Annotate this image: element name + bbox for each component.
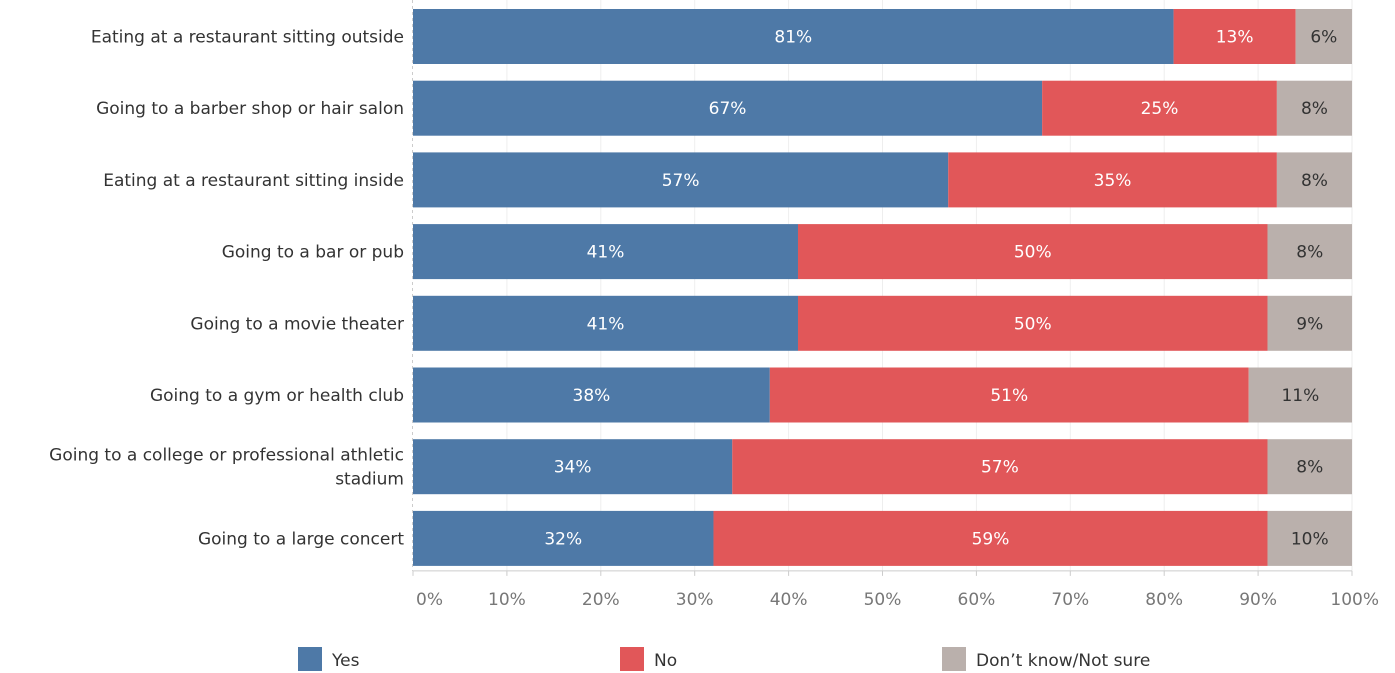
data-label: 34% — [554, 458, 592, 478]
bar-segment — [1267, 224, 1352, 280]
bar-segment — [797, 295, 1268, 351]
category-label: Going to a gym or health club — [150, 386, 404, 406]
data-label: 25% — [1141, 99, 1179, 119]
data-label: 57% — [662, 171, 700, 191]
legend-label: Don’t know/Not sure — [976, 651, 1150, 671]
category-label: stadium — [335, 470, 404, 490]
data-label: 8% — [1301, 171, 1328, 191]
bar-segment — [1173, 9, 1296, 64]
bar-segment — [1267, 510, 1352, 566]
bar-segment — [1267, 295, 1352, 351]
bar-segment — [413, 295, 798, 351]
x-tick-label: 40% — [770, 590, 808, 610]
data-label: 32% — [544, 529, 582, 549]
bar-segment — [1276, 152, 1352, 208]
legend-swatch — [298, 647, 322, 671]
data-label: 41% — [587, 314, 625, 334]
data-label: 38% — [573, 386, 611, 406]
bar-segment — [713, 510, 1268, 566]
bar-segment — [769, 367, 1249, 423]
bar-segment — [948, 152, 1277, 208]
category-label: Going to a bar or pub — [222, 243, 404, 263]
category-labels: Eating at a restaurant sitting outside Go… — [49, 28, 404, 550]
data-label: 13% — [1216, 28, 1254, 48]
x-tick-label: 60% — [958, 590, 996, 610]
bar-segment — [1276, 80, 1352, 136]
legend-swatch — [942, 647, 966, 671]
data-label: 50% — [1014, 243, 1052, 263]
bar-segment — [413, 80, 1043, 136]
category-label: Going to a large concert — [198, 529, 404, 549]
x-tick-label: 10% — [488, 590, 526, 610]
category-label: Eating at a restaurant sitting outside — [91, 28, 404, 48]
data-label: 81% — [774, 28, 812, 48]
data-label: 9% — [1296, 314, 1323, 334]
bar-segment — [413, 439, 733, 495]
category-label: Eating at a restaurant sitting inside — [103, 171, 404, 191]
bar-segment — [413, 152, 949, 208]
category-label: Going to a movie theater — [190, 314, 404, 334]
legend-label: No — [654, 651, 677, 671]
x-tick-label: 0% — [416, 590, 443, 610]
data-label: 8% — [1296, 243, 1323, 263]
category-label: Going to a college or professional athle… — [49, 446, 404, 466]
x-tick-label: 90% — [1239, 590, 1277, 610]
bar-segment — [413, 224, 798, 280]
data-label: 67% — [709, 99, 747, 119]
data-label: 8% — [1296, 458, 1323, 478]
x-tick-label: 100% — [1330, 590, 1379, 610]
bar-segment — [1267, 439, 1352, 495]
legend-label: Yes — [331, 651, 360, 671]
x-tick-label: 80% — [1145, 590, 1183, 610]
legend: Yes No Don’t know/Not sure — [298, 647, 1150, 671]
x-tick-label: 50% — [864, 590, 902, 610]
x-tick-label: 20% — [582, 590, 620, 610]
bar-segment — [413, 367, 770, 423]
data-label: 6% — [1310, 28, 1337, 48]
data-label: 11% — [1281, 386, 1319, 406]
bar-segment — [732, 439, 1268, 495]
bar-segment — [1248, 367, 1352, 423]
data-label: 50% — [1014, 314, 1052, 334]
data-label: 8% — [1301, 99, 1328, 119]
bars: 81% 13% 6% 67% 25% 8% 57% 35% 8% 41% 50% 8% 41% 50% 9%… — [413, 9, 1352, 566]
data-label: 35% — [1094, 171, 1132, 191]
bar-segment — [1042, 80, 1277, 136]
bar-segment — [413, 510, 714, 566]
x-tick-label: 70% — [1051, 590, 1089, 610]
bar-segment — [1295, 9, 1352, 64]
data-label: 10% — [1291, 529, 1329, 549]
data-label: 51% — [990, 386, 1028, 406]
bar-segment — [797, 224, 1268, 280]
data-label: 59% — [972, 529, 1010, 549]
data-label: 41% — [587, 243, 625, 263]
category-label: Going to a barber shop or hair salon — [96, 99, 404, 119]
x-tick-label: 30% — [676, 590, 714, 610]
x-axis: 0% 10% 20% 30% 40% 50% 60% 70% 80% 90% 100% — [412, 0, 1379, 610]
legend-swatch — [620, 647, 644, 671]
bar-segment — [413, 9, 1174, 64]
data-label: 57% — [981, 458, 1019, 478]
